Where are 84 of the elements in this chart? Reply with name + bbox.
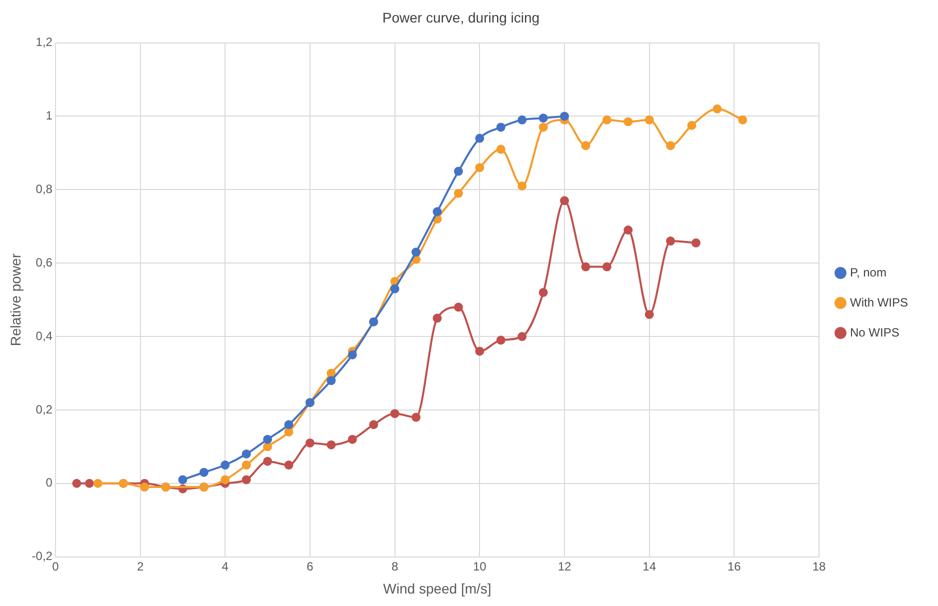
point <box>712 104 722 114</box>
point <box>199 468 208 477</box>
x-tick-label: 4 <box>222 559 229 574</box>
point <box>93 478 102 488</box>
point <box>220 460 230 470</box>
x-tick-label: 14 <box>642 559 656 574</box>
point <box>72 478 82 488</box>
point <box>454 166 463 176</box>
point <box>242 450 251 458</box>
x-tick-label: 6 <box>306 559 314 574</box>
point <box>390 409 400 418</box>
point <box>581 262 590 272</box>
point <box>412 412 421 422</box>
point <box>518 332 527 342</box>
point <box>220 475 230 484</box>
point <box>475 346 484 356</box>
point <box>326 368 336 378</box>
point <box>348 434 357 444</box>
point <box>644 310 654 319</box>
point <box>263 456 272 466</box>
point <box>178 475 188 484</box>
x-tick-label: 18 <box>812 559 826 574</box>
point <box>432 207 442 216</box>
point <box>326 440 336 450</box>
y-tick-label: 0,6 <box>36 255 53 270</box>
x-tick-label: 8 <box>391 559 398 574</box>
y-tick-label: -0,2 <box>32 549 53 564</box>
point <box>602 262 612 272</box>
point <box>284 460 294 470</box>
point <box>538 114 548 123</box>
point <box>687 120 696 130</box>
point <box>348 350 357 360</box>
point <box>581 141 590 150</box>
y-tick-label: 0,2 <box>36 402 53 416</box>
y-tick-label: 0,8 <box>36 182 53 196</box>
point <box>691 238 700 248</box>
chart-title: Power curve, during icing <box>382 9 540 26</box>
point <box>538 288 548 297</box>
point <box>140 482 150 492</box>
point <box>518 115 527 124</box>
y-tick-label: 0,4 <box>36 328 53 343</box>
point <box>454 188 463 198</box>
point <box>475 134 484 143</box>
point <box>538 122 548 132</box>
y-tick-label: 1 <box>46 108 53 123</box>
point <box>738 115 748 124</box>
point <box>412 248 421 257</box>
point <box>560 112 569 121</box>
point <box>263 434 272 444</box>
x-tick-label: 16 <box>727 559 742 574</box>
point <box>666 141 676 150</box>
point <box>666 236 676 246</box>
legend-label: No WIPS <box>850 325 900 340</box>
point <box>624 226 633 235</box>
point <box>602 115 612 124</box>
point <box>475 163 484 172</box>
point <box>326 376 336 386</box>
point <box>454 302 463 312</box>
point <box>518 181 527 190</box>
point <box>432 314 442 323</box>
point <box>496 336 506 345</box>
x-tick-label: 12 <box>558 559 572 574</box>
point <box>644 115 654 124</box>
point <box>242 460 251 470</box>
point <box>560 196 569 206</box>
point <box>390 284 400 294</box>
point <box>242 475 251 484</box>
point <box>263 442 272 452</box>
point <box>369 420 378 430</box>
point <box>284 427 294 436</box>
point <box>284 420 294 430</box>
point <box>84 478 94 488</box>
y-tick-label: 1,2 <box>36 35 53 50</box>
legend-label: P, nom <box>850 265 886 280</box>
point <box>496 122 506 132</box>
x-axis-title: Wind speed [m/s] <box>383 580 492 596</box>
y-axis-title: Relative power <box>7 253 24 346</box>
x-tick-label: 10 <box>472 559 487 574</box>
y-tick-label: 0 <box>46 476 53 490</box>
point <box>305 438 314 448</box>
point <box>496 144 506 154</box>
point <box>624 117 633 126</box>
legend-label: With WIPS <box>850 295 908 310</box>
x-tick-label: 2 <box>136 559 144 574</box>
